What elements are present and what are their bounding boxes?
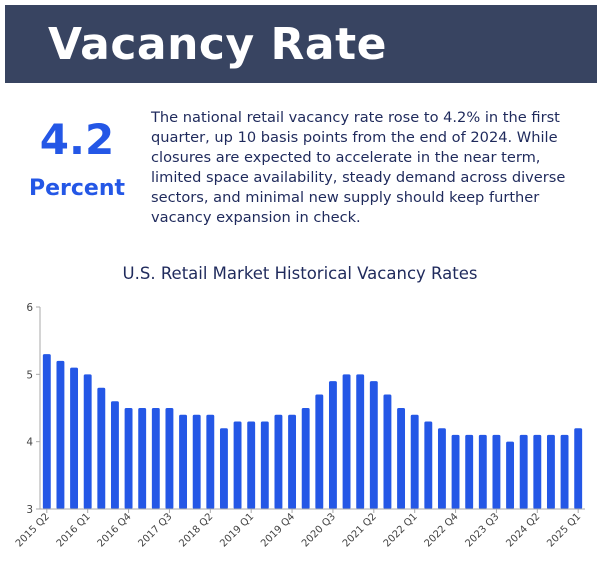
vacancy-bar-chart: U.S. Retail Market Historical Vacancy Ra… (14, 264, 585, 549)
bar-2021-q3 (383, 394, 392, 509)
bar-2019-q4 (288, 414, 297, 509)
bar-2022-q3 (437, 428, 446, 509)
bar-2019-q3 (274, 414, 283, 509)
y-tick-label: 4 (26, 437, 33, 449)
bar-2022-q4 (451, 434, 460, 509)
y-tick-label: 3 (26, 504, 33, 516)
bar-2017-q4 (179, 414, 188, 509)
bar-2024-q4 (560, 434, 569, 509)
bar-2018-q3 (219, 428, 228, 509)
bar-2024-q3 (546, 434, 555, 509)
x-tick-label: 2024 Q2 (504, 511, 542, 549)
x-tick-label: 2022 Q4 (423, 511, 461, 549)
bar-2016-q1 (83, 374, 92, 509)
page-title: Vacancy Rate (48, 19, 387, 70)
bar-2016-q4 (124, 408, 133, 509)
bar-2020-q3 (328, 381, 337, 509)
bar-2016-q3 (110, 401, 119, 509)
bar-2020-q2 (315, 394, 324, 509)
bar-2024-q2 (533, 434, 542, 509)
x-tick-label: 2017 Q3 (136, 511, 174, 549)
x-tick-label: 2016 Q4 (96, 511, 134, 549)
header-banner: Vacancy Rate (5, 5, 597, 83)
x-tick-label: 2022 Q1 (382, 511, 420, 549)
bar-2018-q2 (206, 414, 215, 509)
y-axis: 3 4 5 6 (26, 302, 41, 516)
highlight-value: 4.2 (39, 115, 115, 164)
x-tick-label: 2018 Q2 (177, 511, 215, 549)
bar-2023-q1 (465, 434, 474, 509)
x-tick-label: 2016 Q1 (55, 511, 93, 549)
highlight-unit: Percent (28, 176, 126, 201)
x-tick-label: 2019 Q1 (218, 511, 256, 549)
bar-2015-q2 (42, 354, 51, 509)
chart-title: U.S. Retail Market Historical Vacancy Ra… (123, 264, 478, 283)
x-tick-label: 2019 Q4 (259, 511, 297, 549)
bar-2022-q2 (424, 421, 433, 509)
x-tick-label: 2021 Q2 (341, 511, 379, 549)
bar-2022-q1 (410, 414, 419, 509)
bar-2015-q3 (56, 360, 65, 509)
bar-2023-q2 (478, 434, 487, 509)
x-tick-label: 2025 Q1 (545, 511, 583, 549)
y-tick-label: 5 (26, 369, 33, 381)
bar-2019-q1 (247, 421, 256, 509)
bar-2017-q2 (151, 408, 160, 509)
bar-2023-q3 (492, 434, 501, 509)
y-tick-label: 6 (26, 302, 33, 314)
x-tick-label: 2020 Q3 (300, 511, 338, 549)
bar-2025-q1 (574, 428, 583, 509)
bar-2021-q2 (369, 381, 378, 509)
x-axis: 2015 Q2 2016 Q1 2016 Q4 2017 Q3 2018 Q2 2019 … (14, 508, 585, 549)
bar-2020-q1 (301, 408, 310, 509)
bar-2017-q3 (165, 408, 174, 509)
bar-2018-q1 (192, 414, 201, 509)
bar-2021-q4 (397, 408, 406, 509)
bar-2016-q2 (97, 387, 106, 509)
bar-series (42, 354, 583, 509)
bar-2017-q1 (138, 408, 147, 509)
bar-2024-q1 (519, 434, 528, 509)
bar-2021-q1 (356, 374, 365, 509)
bar-2020-q4 (342, 374, 351, 509)
x-tick-label: 2015 Q2 (14, 511, 52, 549)
bar-2015-q4 (70, 367, 79, 509)
bar-2019-q2 (260, 421, 269, 509)
x-tick-label: 2023 Q3 (463, 511, 501, 549)
bar-2023-q4 (506, 441, 515, 509)
summary-text: The national retail vacancy rate rose to… (151, 109, 566, 226)
bar-2018-q4 (233, 421, 242, 509)
